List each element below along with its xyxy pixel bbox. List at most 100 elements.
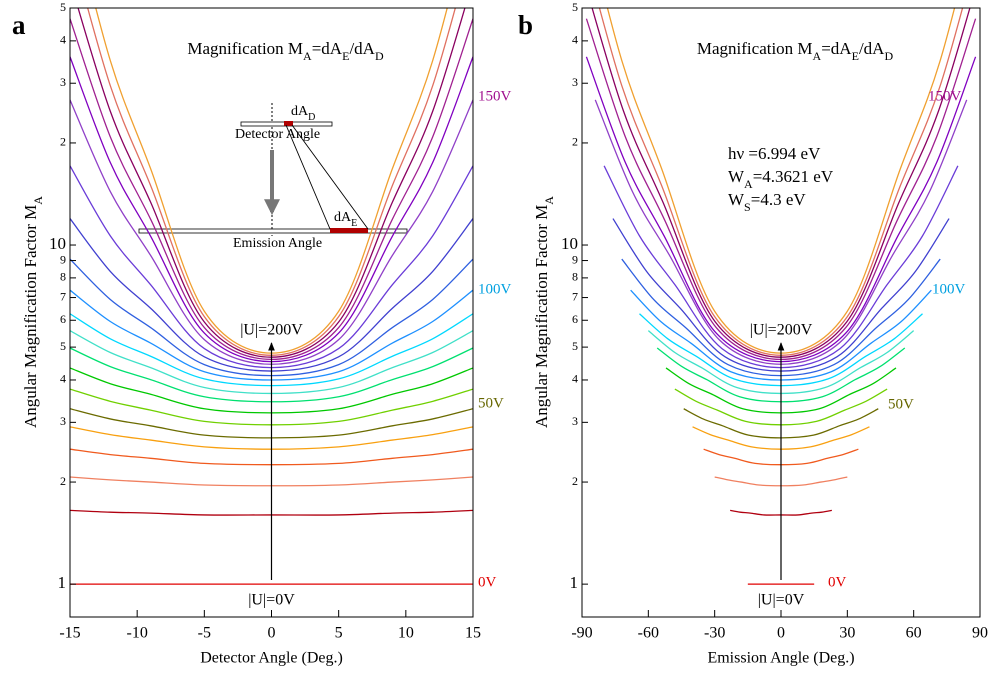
curve-label: 150V <box>478 88 512 104</box>
x-tick-label: 10 <box>398 625 414 642</box>
x-tick-label: 30 <box>839 625 855 642</box>
x-tick-label: -10 <box>127 625 148 642</box>
emission-spot <box>330 228 368 233</box>
y-tick-label: 4 <box>60 33 66 47</box>
y-tick-label: 5 <box>60 0 66 14</box>
curve-label: 0V <box>478 574 497 590</box>
y-axis-title-part: A <box>31 196 45 205</box>
y-tick-label: 5 <box>572 339 578 353</box>
y-axis-title: Angular Magnification Factor MA <box>21 196 45 428</box>
y-tick-label: 2 <box>60 135 66 149</box>
x-tick-label: -90 <box>571 625 592 642</box>
y-tick-label: 3 <box>60 414 66 428</box>
annotation-part: hν =6.994 eV <box>728 144 821 163</box>
y-tick-label: 4 <box>572 33 578 47</box>
y-tick-label: 2 <box>60 474 66 488</box>
arrow-label-bottom: |U|=0V <box>758 592 805 609</box>
y-tick-label: 6 <box>60 312 66 326</box>
inset-diagram <box>138 103 408 236</box>
y-tick-label: 7 <box>60 289 66 303</box>
panel-title-part: A <box>303 49 312 63</box>
inset-label-part: dA <box>291 104 309 119</box>
annotation: WS=4.3 eV <box>728 190 806 214</box>
arrow-label-top: |U|=200V <box>240 322 303 339</box>
y-tick-label: 4 <box>60 372 66 386</box>
x-tick-label: -15 <box>59 625 80 642</box>
y-axis-title-part: Angular Magnification Factor M <box>532 205 551 428</box>
x-tick-label: 90 <box>972 625 988 642</box>
y-tick-label: 8 <box>572 270 578 284</box>
panel-title: Magnification MA=dAE/dAD <box>187 39 384 63</box>
annotation: hν =6.994 eV <box>728 144 821 163</box>
ray <box>285 124 331 230</box>
panel-title-part: D <box>884 49 893 63</box>
panel-title-part: E <box>342 49 349 63</box>
x-axis-title: Emission Angle (Deg.) <box>707 650 854 667</box>
inset-label: Detector Angle <box>235 127 320 142</box>
x-tick-label: 0 <box>268 625 276 642</box>
y-tick-label: 8 <box>60 270 66 284</box>
panel-letter: a <box>12 10 26 40</box>
y-tick-label: 1 <box>570 573 579 592</box>
x-axis-title: Detector Angle (Deg.) <box>200 650 343 667</box>
y-tick-label: 5 <box>572 0 578 14</box>
annotation-part: W <box>728 190 745 209</box>
x-tick-label: -5 <box>198 625 211 642</box>
inset-label-part: E <box>351 218 357 229</box>
panel-title-part: Magnification M <box>697 39 813 58</box>
curve-label: 150V <box>928 88 962 104</box>
annotation: WA=4.3621 eV <box>728 167 834 191</box>
y-tick-label: 10 <box>561 234 578 253</box>
curve-label: 100V <box>478 281 512 297</box>
annotation-part: W <box>728 167 745 186</box>
y-tick-label: 2 <box>572 474 578 488</box>
panel-letter: b <box>518 10 533 40</box>
panel-title-part: =dA <box>821 39 852 58</box>
panel-title-part: D <box>375 49 384 63</box>
panel-title-part: =dA <box>312 39 343 58</box>
x-tick-label: -30 <box>704 625 725 642</box>
inset-label: Emission Angle <box>233 236 322 251</box>
y-tick-label: 9 <box>60 252 66 266</box>
panel-title-part: A <box>813 49 822 63</box>
y-tick-label: 6 <box>572 312 578 326</box>
y-tick-label: 2 <box>572 135 578 149</box>
annotation-part: A <box>744 177 753 191</box>
y-tick-label: 3 <box>572 414 578 428</box>
arrow-label-bottom: |U|=0V <box>248 592 295 609</box>
panel-title-part: E <box>852 49 859 63</box>
panel-title-part: /dA <box>349 39 375 58</box>
annotation-part: =4.3 eV <box>751 190 807 209</box>
x-tick-label: 5 <box>335 625 343 642</box>
curve-label: 100V <box>932 281 966 297</box>
curve-label: 50V <box>888 396 914 412</box>
y-axis-title-part: Angular Magnification Factor M <box>21 205 40 428</box>
y-tick-label: 3 <box>60 75 66 89</box>
detector-spot <box>284 121 293 126</box>
x-tick-label: -60 <box>638 625 659 642</box>
y-axis-title-part: A <box>542 196 556 205</box>
inset-label: dAE <box>334 210 357 229</box>
x-tick-label: 60 <box>906 625 922 642</box>
inset-label-part: D <box>308 112 315 123</box>
emission-plate <box>138 228 408 234</box>
panel-title-part: /dA <box>859 39 885 58</box>
annotation-part: S <box>744 200 751 214</box>
arrow-label-top: |U|=200V <box>750 322 813 339</box>
y-tick-label: 1 <box>58 573 67 592</box>
annotation-part: =4.3621 eV <box>753 167 834 186</box>
ray <box>291 124 369 230</box>
y-tick-label: 9 <box>572 252 578 266</box>
panel-title: Magnification MA=dAE/dAD <box>697 39 894 63</box>
y-tick-label: 4 <box>572 372 578 386</box>
y-tick-label: 10 <box>49 234 66 253</box>
curve-label: 0V <box>828 574 847 590</box>
inset-label: dAD <box>291 104 315 123</box>
panel-title-part: Magnification M <box>187 39 303 58</box>
y-tick-label: 3 <box>572 75 578 89</box>
x-tick-label: 0 <box>777 625 785 642</box>
inset-label-part: dA <box>334 210 352 225</box>
y-tick-label: 7 <box>572 289 578 303</box>
curve <box>585 56 977 363</box>
